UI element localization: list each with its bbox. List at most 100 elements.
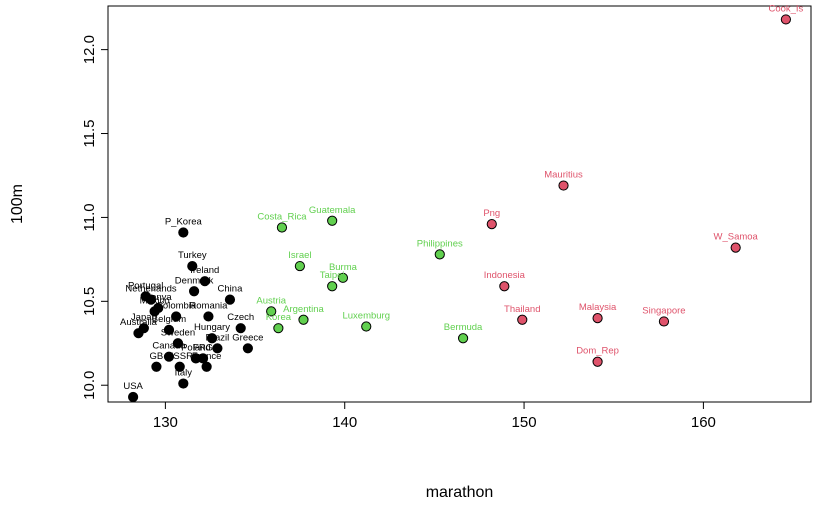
point-label: Denmark [175,275,214,286]
point-label: Hungary [194,322,230,333]
point-label: Mauritius [544,170,583,181]
data-point [206,333,218,344]
y-tick-label: 11.5 [81,119,98,147]
point-label: Greece [232,332,263,343]
point-label: USSR [167,351,194,362]
data-point [327,281,338,292]
data-point [242,343,253,354]
point-label: France [192,351,222,362]
data-point [276,222,288,233]
point-label: Japan [131,312,157,323]
data-point [163,351,175,362]
data-point [337,272,349,283]
y-axis: 10.0 10.5 11.0 11.5 12.0 [81,35,108,400]
point-label: Austria [256,295,286,306]
x-tick-label: 130 [153,414,178,431]
data-point [188,286,200,297]
point-label: GB [150,351,164,362]
point-label: Bermuda [444,322,483,333]
point-label: Poland [181,342,211,353]
x-tick-label: 140 [332,414,357,431]
data-point [163,324,175,335]
point-label: China [218,284,244,295]
data-point [486,219,497,230]
point-label: Sweden [161,327,195,338]
point-label: Australia [120,317,158,328]
point-label: Cook_Is [768,3,803,14]
x-tick-label: 150 [512,414,537,431]
data-point [434,249,445,260]
data-point [780,14,791,25]
data-point [592,356,603,367]
data-point [235,323,246,334]
point-label: Turkey [178,250,207,261]
data-point [171,311,182,322]
data-point [266,306,277,317]
y-tick-label: 10.0 [81,371,98,400]
data-point [197,353,209,364]
point-label: Indonesia [484,270,526,281]
point-label: W_Samoa [713,232,758,243]
data-point [199,276,210,287]
point-label: Korea [266,312,292,323]
data-point [128,391,139,403]
point-label: Png [483,208,500,219]
point-label: Czech [227,312,254,323]
data-point [224,294,236,305]
point-label: FRG [193,342,213,353]
point-label: Portugal [128,280,163,291]
data-point [201,361,212,372]
point-label: Netherlands [125,284,176,295]
data-point [187,260,198,272]
point-label: Malaysia [579,302,617,313]
x-tick-label: 160 [691,414,716,431]
point-label: Ireland [190,265,219,276]
point-label: Israel [288,250,311,261]
data-point [133,328,144,339]
data-point [149,306,160,317]
x-axis: 130 140 150 160 [153,402,716,431]
data-point [658,316,670,327]
point-label: Taipei [320,270,345,281]
data-point [174,361,185,372]
data-point [172,338,184,349]
point-label: Luxemburg [342,310,390,321]
data-point [145,294,157,305]
point-label: Brazil [206,332,230,343]
data-point [517,314,528,325]
point-label: Thailand [504,304,540,315]
point-label: Dom_Rep [576,346,619,357]
point-label: Mexico [140,295,170,306]
data-point [273,323,284,334]
point-label: Philippines [417,238,463,249]
point-label: Belgium [152,314,186,325]
data-point [298,314,309,325]
point-label: USA [123,381,143,392]
data-point [294,260,305,272]
data-point [178,227,189,238]
point-label: Kenya [145,292,173,303]
point-label: P_Korea [165,217,203,228]
point-label: Italy [175,368,193,379]
y-tick-label: 12.0 [81,35,98,64]
point-label: Singapore [642,305,685,316]
data-point [361,321,372,332]
point-label: Romania [189,300,228,311]
data-point [212,343,223,354]
data-point [178,378,189,389]
y-tick-label: 11.0 [81,203,98,231]
data-point [457,333,469,344]
data-point [558,180,569,191]
point-label: Argentina [283,304,324,315]
y-tick-label: 10.5 [81,287,98,316]
point-label: Colombia [156,300,197,311]
point-label: Burma [329,262,358,273]
x-axis-label: marathon [426,484,494,501]
plot-frame [107,5,812,403]
data-point [730,242,741,253]
data-point [499,281,510,292]
data-point [327,215,338,226]
data-point [592,313,603,324]
point-label: Guatemala [309,205,356,216]
